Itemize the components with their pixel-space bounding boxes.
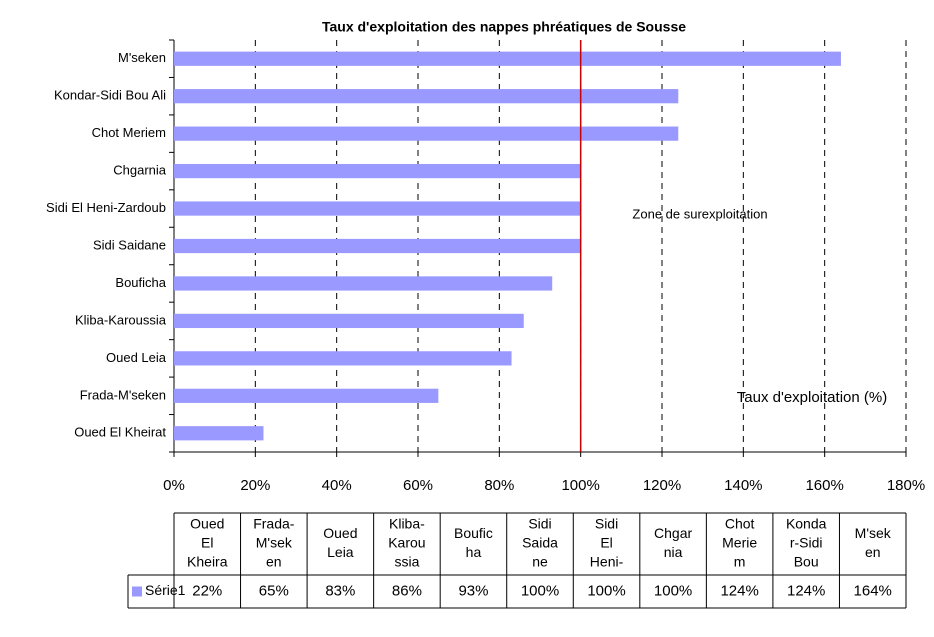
table-header: r-Sidi <box>790 535 823 551</box>
table-value: 100% <box>654 582 692 599</box>
y-tick-label: M'seken <box>118 50 166 65</box>
bar <box>174 126 679 141</box>
x-tick-label: 80% <box>484 477 514 494</box>
table-value: 65% <box>259 582 289 599</box>
y-tick-label: Sidi El Heni-Zardoub <box>46 200 166 215</box>
x-tick-label: 180% <box>887 477 925 494</box>
table-header: nia <box>664 544 683 560</box>
table-value: 93% <box>458 582 488 599</box>
y-tick-label: Sidi Saidane <box>93 237 166 252</box>
table-value: 124% <box>787 582 825 599</box>
bar <box>174 51 841 66</box>
bar <box>174 276 553 291</box>
y-tick-label: Oued Leia <box>106 350 167 365</box>
x-tick-label: 40% <box>322 477 352 494</box>
x-tick-label: 120% <box>643 477 681 494</box>
table-header: Bou <box>794 554 819 570</box>
x-tick-label: 160% <box>805 477 843 494</box>
bar <box>174 238 581 254</box>
table-header: ne <box>532 554 548 570</box>
table-header: Kliba- <box>389 516 425 532</box>
table-header: Boufic <box>454 525 493 541</box>
x-tick-label: 140% <box>724 477 762 494</box>
table-header: Chot <box>725 516 755 532</box>
y-tick-label: Kondar-Sidi Bou Ali <box>54 88 166 103</box>
bar <box>174 89 679 104</box>
y-tick-label: Chgarnia <box>113 163 167 178</box>
x-tick-label: 0% <box>163 477 185 494</box>
table-header: ssia <box>394 554 419 570</box>
table-header: m <box>734 554 746 570</box>
table-value: 124% <box>720 582 758 599</box>
table-value: 164% <box>854 582 892 599</box>
bar <box>174 388 439 403</box>
table-header: en <box>865 544 881 560</box>
table-value: 22% <box>192 582 222 599</box>
table-header: Karou <box>388 535 425 551</box>
table-header: Oued <box>190 516 224 532</box>
table-header: en <box>266 554 282 570</box>
table-header: Sidi <box>595 516 618 532</box>
bar <box>174 313 524 329</box>
table-value: 100% <box>587 582 625 599</box>
table-header: Chgar <box>654 525 692 541</box>
legend-swatch <box>132 586 142 597</box>
table-header: Kheira <box>187 554 228 570</box>
table-header: Saida <box>522 535 558 551</box>
bar <box>174 351 512 366</box>
bar <box>174 201 581 216</box>
x-tick-label: 60% <box>403 477 433 494</box>
bar <box>174 426 264 441</box>
x-tick-label: 20% <box>240 477 270 494</box>
annotation: Taux d'exploitation (%) <box>737 389 887 406</box>
x-tick-label: 100% <box>561 477 599 494</box>
table-header: M'sek <box>256 535 293 551</box>
table-value: 100% <box>521 582 559 599</box>
table-header: El <box>600 535 612 551</box>
bar <box>174 163 581 179</box>
table-header: Heni- <box>590 554 624 570</box>
table-header: ha <box>466 544 482 560</box>
table-value: 86% <box>392 582 422 599</box>
table-header: El <box>201 535 213 551</box>
annotation: Zone de surexploitation <box>632 206 767 221</box>
legend-label: Série1 <box>145 582 186 598</box>
table-header: Oued <box>323 525 357 541</box>
table-header: Leia <box>327 544 354 560</box>
table-header: Sidi <box>528 516 551 532</box>
table-header: Frada- <box>253 516 295 532</box>
y-tick-label: Bouficha <box>115 275 166 290</box>
table-header: Konda <box>786 516 827 532</box>
table-header: M'sek <box>855 525 892 541</box>
y-tick-label: Frada-M'seken <box>80 387 166 402</box>
chart-title: Taux d'exploitation des nappes phréatiqu… <box>322 19 686 35</box>
table-value: 83% <box>325 582 355 599</box>
y-tick-label: Chot Meriem <box>92 125 166 140</box>
y-tick-label: Kliba-Karoussia <box>75 312 167 327</box>
y-tick-label: Oued El Kheirat <box>74 425 166 440</box>
table-header: Merie <box>722 535 757 551</box>
